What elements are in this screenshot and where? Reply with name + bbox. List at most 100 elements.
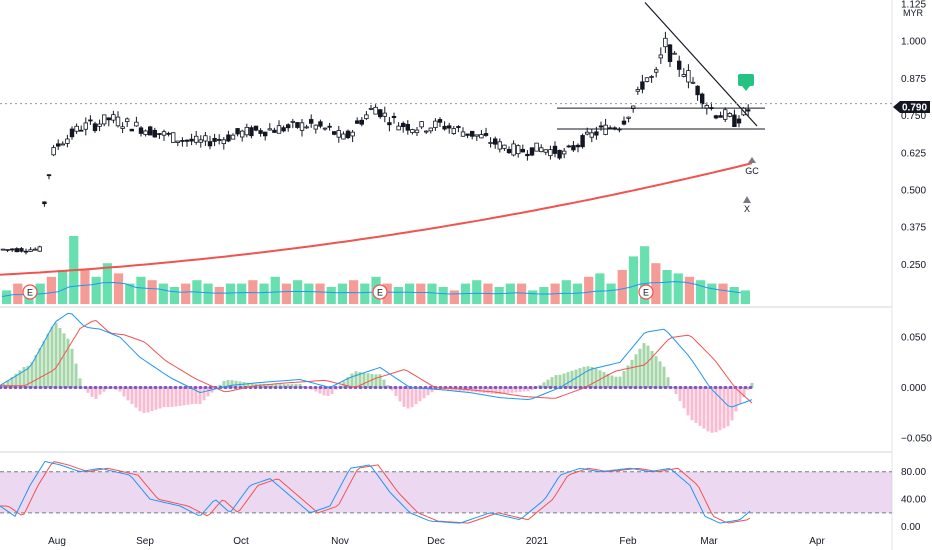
macd-histogram-bar bbox=[586, 366, 590, 388]
candle-body bbox=[203, 135, 208, 142]
macd-histogram-bar bbox=[370, 373, 374, 388]
macd-histogram-bar bbox=[230, 380, 234, 388]
candle bbox=[147, 125, 153, 136]
volume-bar bbox=[472, 280, 482, 304]
candle-body bbox=[539, 147, 544, 153]
macd-histogram-bar bbox=[146, 387, 150, 413]
macd-histogram-bar bbox=[390, 387, 394, 391]
candle-body bbox=[437, 119, 443, 123]
candle bbox=[382, 106, 387, 123]
candle bbox=[667, 44, 673, 68]
volume-bar bbox=[404, 283, 415, 304]
macd-histogram-bar bbox=[66, 338, 70, 388]
candle-body bbox=[580, 135, 585, 148]
macd-histogram-bar bbox=[418, 387, 422, 402]
macd-histogram-bar bbox=[622, 371, 626, 388]
macd-histogram-bar bbox=[242, 382, 246, 388]
macd-histogram-bar bbox=[354, 371, 358, 388]
volume-bar bbox=[673, 273, 683, 304]
candle-body bbox=[690, 81, 696, 84]
candle bbox=[313, 124, 318, 134]
candle-body bbox=[226, 134, 231, 142]
candle bbox=[203, 131, 208, 146]
candle bbox=[732, 109, 737, 128]
macd-histogram-bar bbox=[602, 372, 606, 388]
macd-histogram-bar bbox=[522, 387, 526, 392]
candle-body bbox=[677, 60, 682, 70]
volume-bar bbox=[237, 283, 247, 304]
candle bbox=[497, 138, 502, 153]
macd-histogram-bar bbox=[546, 379, 550, 388]
stochastic-panel bbox=[0, 460, 892, 524]
macd-histogram-bar bbox=[26, 365, 30, 388]
candle bbox=[184, 139, 190, 147]
candle-body bbox=[322, 127, 328, 130]
candle bbox=[46, 174, 52, 180]
macd-histogram-bar bbox=[330, 387, 334, 394]
volume-bar bbox=[438, 287, 448, 304]
macd-histogram-bar bbox=[746, 387, 750, 391]
candle bbox=[14, 247, 19, 253]
volume-bar bbox=[136, 276, 146, 304]
candle-body bbox=[428, 127, 433, 132]
candle bbox=[575, 143, 581, 153]
macd-axis-tick: 0.000 bbox=[901, 383, 926, 394]
volume-bar bbox=[416, 283, 426, 304]
candle-body bbox=[166, 132, 171, 135]
candle-body bbox=[152, 129, 157, 138]
candle bbox=[419, 121, 424, 130]
candle-body bbox=[134, 121, 139, 127]
macd-histogram-bar bbox=[190, 387, 194, 405]
candle bbox=[19, 247, 24, 253]
candle bbox=[37, 245, 42, 252]
candle-body bbox=[727, 113, 732, 117]
candle bbox=[723, 107, 728, 123]
candle-body bbox=[686, 70, 691, 83]
candle-body bbox=[216, 139, 222, 141]
candle bbox=[442, 121, 447, 131]
volume-bar bbox=[270, 276, 280, 304]
candle-body bbox=[272, 129, 277, 133]
candle-body bbox=[525, 153, 530, 157]
macd-histogram-bar bbox=[666, 377, 670, 388]
macd-histogram-bar bbox=[34, 355, 38, 388]
macd-histogram-bar bbox=[494, 387, 498, 395]
candle bbox=[377, 109, 383, 119]
candle-body bbox=[736, 118, 742, 124]
candle bbox=[474, 134, 479, 141]
price-axis-tick: 0.875 bbox=[901, 74, 926, 85]
candle-body bbox=[262, 131, 268, 137]
volume-bar bbox=[181, 283, 191, 304]
candle-body bbox=[723, 109, 728, 120]
macd-histogram-bar bbox=[102, 387, 106, 392]
candle bbox=[60, 141, 65, 146]
candle bbox=[134, 116, 139, 127]
candle-body bbox=[244, 126, 249, 136]
earnings-event-marker: E bbox=[372, 284, 388, 300]
earnings-event-icon bbox=[372, 284, 388, 300]
macd-histogram-bar bbox=[22, 366, 26, 388]
candle bbox=[69, 126, 75, 140]
volume-bar bbox=[707, 283, 717, 304]
candle bbox=[341, 131, 346, 140]
candle bbox=[295, 121, 300, 129]
volume-bar bbox=[203, 283, 213, 304]
macd-histogram-bar bbox=[182, 387, 186, 406]
candle-body bbox=[479, 134, 484, 139]
candle bbox=[230, 133, 236, 140]
price-overlays: E E E GC X bbox=[0, 2, 892, 300]
candle-body bbox=[88, 119, 93, 122]
candle bbox=[189, 133, 194, 146]
macd-histogram-bar bbox=[594, 368, 598, 388]
volume-bar bbox=[147, 280, 157, 304]
candle bbox=[649, 74, 654, 83]
candle-body bbox=[180, 140, 185, 142]
macd-histogram-bar bbox=[582, 366, 586, 388]
candle-body bbox=[387, 122, 392, 126]
candle bbox=[663, 31, 668, 53]
candle-body bbox=[456, 126, 461, 128]
candle-body bbox=[249, 127, 254, 137]
candle-body bbox=[465, 133, 470, 136]
volume-bar bbox=[505, 283, 515, 304]
